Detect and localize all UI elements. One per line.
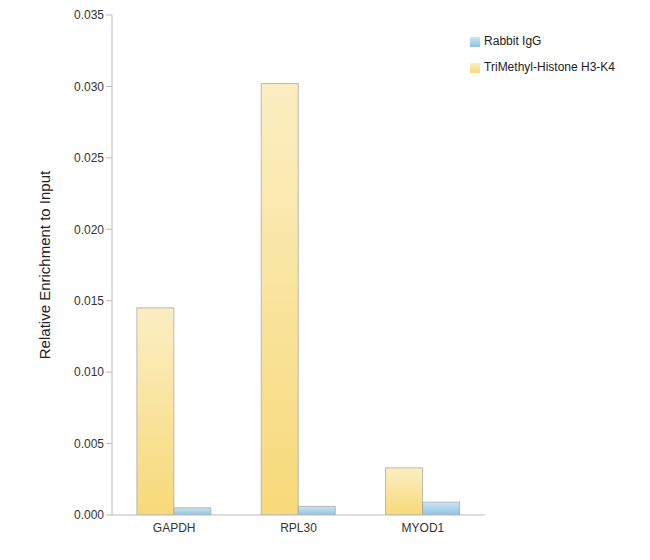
svg-text:0.025: 0.025 — [74, 151, 104, 165]
svg-text:0.000: 0.000 — [74, 508, 104, 522]
svg-text:0.020: 0.020 — [74, 223, 104, 237]
svg-text:MYOD1: MYOD1 — [402, 521, 445, 535]
svg-text:0.015: 0.015 — [74, 294, 104, 308]
html-text:Rabbit IgG: Rabbit IgG — [484, 34, 542, 48]
svg-text:0.005: 0.005 — [74, 437, 104, 451]
svg-text:0.010: 0.010 — [74, 365, 104, 379]
html-text:TriMethyl-Histone H3-K4: TriMethyl-Histone H3-K4 — [484, 60, 615, 74]
svg-text:Relative Enrichment to Input: Relative Enrichment to Input — [36, 170, 53, 359]
svg-text:GAPDH: GAPDH — [153, 521, 196, 535]
svg-text:0.030: 0.030 — [74, 80, 104, 94]
svg-text:RPL30: RPL30 — [280, 521, 317, 535]
svg-text:0.035: 0.035 — [74, 8, 104, 22]
